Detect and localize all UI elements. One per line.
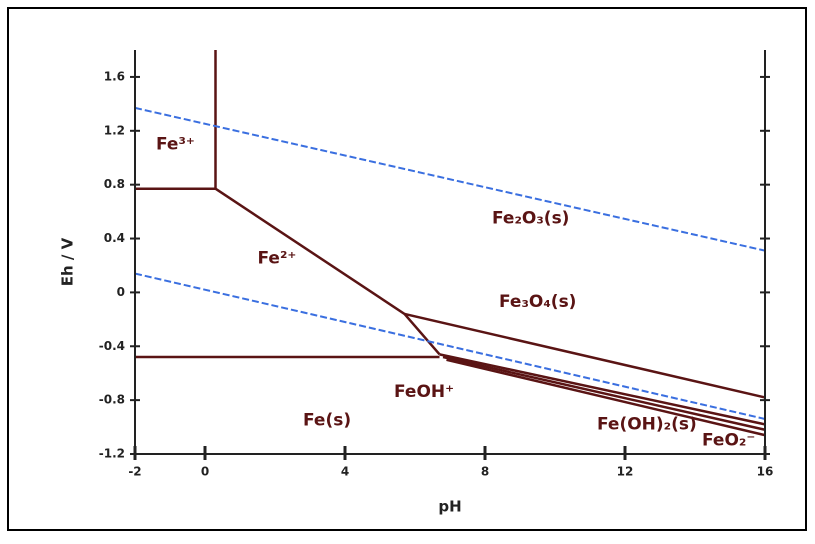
x-tick-label: 12	[617, 465, 634, 479]
x-tick-label: 16	[757, 465, 774, 479]
boundary-line	[442, 355, 766, 431]
region-label: Fe³⁺	[156, 134, 195, 154]
x-tick-label: 0	[201, 465, 209, 479]
frame	[7, 7, 807, 531]
boundary-line	[404, 312, 766, 399]
boundary-line	[446, 358, 766, 437]
axis-frame	[134, 50, 766, 455]
boundary-line	[134, 272, 766, 420]
y-tick-label: -1.2	[99, 447, 125, 461]
y-axis-label: Eh / V	[59, 237, 77, 286]
region-label: Fe(OH)₂(s)	[597, 414, 697, 434]
region-label: Fe₂O₃(s)	[492, 208, 569, 228]
y-tick-label: 0.4	[104, 231, 125, 245]
region-label: Fe²⁺	[258, 249, 297, 269]
region-label: Fe(s)	[303, 410, 351, 430]
boundary-line	[134, 106, 766, 252]
y-tick-label: 0.8	[104, 177, 125, 191]
boundary-line	[214, 187, 441, 356]
x-tick-label: 4	[341, 465, 349, 479]
x-axis-label: pH	[438, 498, 461, 516]
y-tick-label: -0.8	[99, 393, 125, 407]
y-tick-label: 1.2	[104, 123, 125, 137]
region-label: FeO₂⁻	[702, 431, 755, 451]
y-tick-label: 0	[117, 285, 125, 299]
region-label: FeOH⁺	[394, 382, 454, 402]
y-tick-label: -0.4	[99, 339, 125, 353]
y-tick-label: 1.6	[104, 69, 125, 83]
region-label: Fe₃O₄(s)	[499, 292, 576, 312]
boundary-line	[439, 353, 766, 426]
x-tick-label: 8	[481, 465, 489, 479]
x-tick-label: -2	[128, 465, 141, 479]
